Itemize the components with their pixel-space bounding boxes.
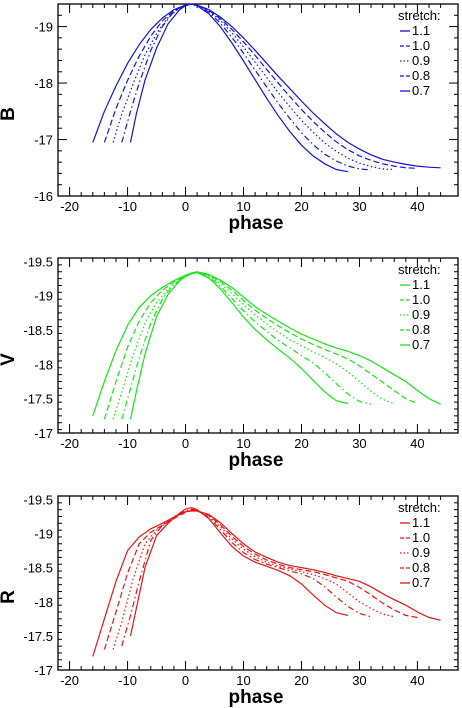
legend-entry: 1.1: [412, 23, 430, 38]
legend-entry: 1.1: [412, 277, 430, 292]
x-tick-label: 10: [236, 673, 250, 688]
series-line-0-8: [121, 508, 372, 647]
x-tick-label: 30: [352, 436, 366, 451]
y-tick-label: -17: [34, 133, 53, 148]
y-tick-label: -18: [34, 357, 53, 372]
plot-frame: [57, 3, 459, 197]
y-tick-label: -19: [34, 289, 53, 304]
legend-entry: 0.9: [412, 53, 430, 68]
y-tick-label: -19.5: [23, 492, 53, 507]
series-line-0-7: [129, 3, 349, 173]
x-axis-title: phase: [229, 213, 284, 234]
panel-b: -20 -10 0 10 20 30 40 -19 -18 -17 -16 phase Bstretch…: [0, 3, 459, 234]
series-line-1-1: [92, 510, 441, 657]
x-tick-label: 0: [182, 673, 189, 688]
x-tick-label: 40: [410, 436, 424, 451]
y-tick-label: -19.5: [23, 254, 53, 269]
y-tick-label: -19: [34, 527, 53, 542]
series-line-0-9: [112, 3, 395, 171]
legend-entry: 1.0: [412, 38, 430, 53]
y-tick-label: -17: [34, 426, 53, 441]
legend-entry: 0.7: [412, 83, 430, 98]
y-axis-title: B: [0, 107, 19, 121]
x-tick-label: 30: [352, 199, 366, 214]
series-line-0-9: [112, 271, 395, 420]
legend-title: stretch:: [398, 262, 441, 277]
x-tick-label: 40: [410, 199, 424, 214]
legend-entry: 0.8: [412, 322, 430, 337]
series-line-0-7: [129, 271, 349, 420]
legend-entry: 1.0: [412, 530, 430, 545]
legend-entry: 1.1: [412, 515, 430, 530]
x-tick-label: 0: [182, 436, 189, 451]
x-tick-label: 20: [294, 199, 308, 214]
y-tick-label: -18: [34, 76, 53, 91]
y-axis-title: R: [0, 590, 19, 604]
y-tick-label: -18: [34, 595, 53, 610]
y-axis-title: V: [0, 353, 19, 366]
x-tick-label: -10: [118, 436, 137, 451]
series-line-1-0: [103, 271, 418, 420]
legend-entry: 0.8: [412, 560, 430, 575]
x-tick-label: 40: [410, 673, 424, 688]
y-tick-label: -17.5: [23, 392, 53, 407]
x-axis-title: phase: [229, 450, 284, 471]
y-tick-label: -17.5: [23, 629, 53, 644]
series-line-0-8: [121, 3, 372, 171]
series-line-0-8: [121, 271, 372, 420]
x-tick-label: 30: [352, 673, 366, 688]
series-line-0-7: [129, 506, 349, 637]
plot-frame: [57, 257, 459, 434]
y-tick-label: -19: [34, 20, 53, 35]
legend-title: stretch:: [398, 8, 441, 23]
x-tick-label: 20: [294, 673, 308, 688]
legend-entry: 0.9: [412, 545, 430, 560]
x-tick-label: 10: [236, 199, 250, 214]
series-line-1-0: [103, 3, 418, 169]
x-tick-label: 10: [236, 436, 250, 451]
x-tick-label: -10: [118, 199, 137, 214]
legend-entry: 0.7: [412, 337, 430, 352]
x-tick-label: 20: [294, 436, 308, 451]
x-tick-label: 0: [182, 199, 189, 214]
legend-entry: 0.8: [412, 68, 430, 83]
y-tick-label: -16: [34, 189, 53, 204]
series-line-1-1: [92, 271, 441, 416]
legend-entry: 0.9: [412, 307, 430, 322]
x-tick-label: -10: [118, 673, 137, 688]
y-tick-label: -17: [34, 663, 53, 678]
y-tick-label: -18.5: [23, 323, 53, 338]
y-tick-label: -18.5: [23, 561, 53, 576]
x-tick-label: -20: [60, 199, 79, 214]
plot-frame: [57, 495, 459, 671]
legend-entry: 1.0: [412, 292, 430, 307]
x-tick-label: -20: [60, 673, 79, 688]
legend-entry: 0.7: [412, 575, 430, 590]
x-axis-title: phase: [229, 687, 284, 708]
panel-r: -20 -10 0 10 20 30 40 -19.5 -19 -18.5 -18 -17.5 -17 p…: [0, 492, 459, 708]
legend-title: stretch:: [398, 500, 441, 515]
panel-v: -20 -10 0 10 20 30 40 -19.5 -19 -18.5 -18 -17.5 -17 p…: [0, 254, 459, 471]
x-tick-label: -20: [60, 436, 79, 451]
series-line-1-1: [92, 3, 441, 169]
series-line-1-0: [103, 509, 418, 650]
